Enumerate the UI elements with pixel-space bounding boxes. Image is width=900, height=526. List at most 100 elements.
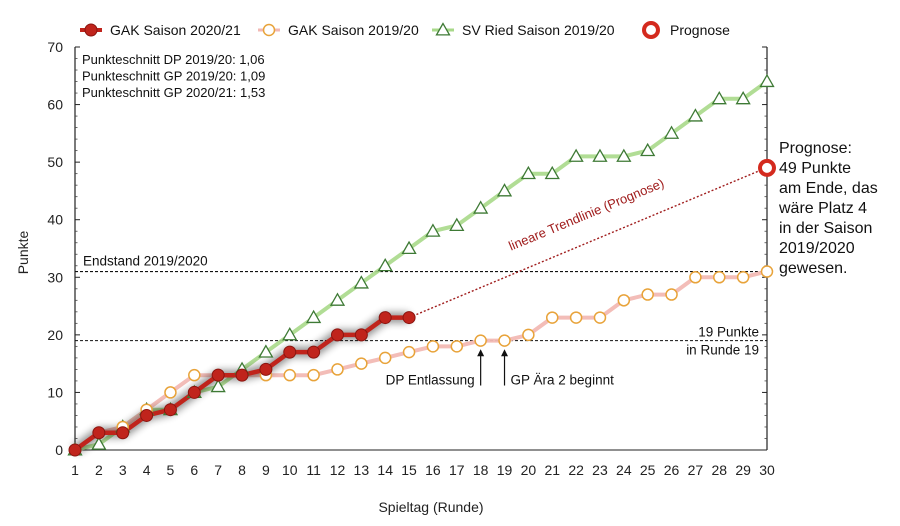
point-gak-2019-20 [689,271,702,284]
point-ried [520,165,536,180]
x-tick-label: 4 [143,462,151,478]
x-tick-label: 17 [449,462,465,478]
x-tick-label: 18 [473,462,489,478]
x-tick-label: 21 [544,462,560,478]
point-gak-2019-20 [498,334,511,347]
legend-swatch-marker [642,21,660,39]
point-ried [568,148,584,162]
x-tick-label: 15 [401,462,417,478]
point-gak-2019-20 [760,265,774,278]
legend-swatch-marker [435,22,451,36]
x-tick-label: 25 [640,462,656,478]
point-ried [544,165,560,180]
point-ried [711,91,727,105]
legend-swatch-marker [262,23,276,37]
x-tick-label: 2 [95,462,103,478]
event-arrow-head [501,349,509,357]
x-tick-label: 12 [330,462,346,478]
event-label-dp: DP Entlassung [386,372,475,387]
x-tick-label: 29 [735,462,751,478]
x-tick-label: 23 [592,462,608,478]
x-tick-label: 22 [568,462,584,478]
point-gak-2019-20 [331,363,344,376]
point-gak-2019-20 [641,288,654,301]
x-tick-label: 27 [688,462,704,478]
x-tick-label: 10 [282,462,298,478]
point-prognose [758,158,776,177]
point-gak-2019-20 [283,368,297,382]
point-ried [353,275,369,289]
point-ried [329,292,346,306]
point-gak-2019-20 [378,351,392,365]
point-gak-2020-21 [92,426,106,440]
legend-swatch-marker [84,23,98,37]
y-tick-label: 20 [47,327,63,343]
stats-line: Punkteschnitt GP 2019/20: 1,09 [82,69,265,84]
point-gak-2020-21 [330,328,344,342]
point-gak-2019-20 [522,328,535,342]
y-tick-label: 30 [47,269,63,285]
point-ried [210,378,226,393]
y-tick-label: 70 [47,39,63,55]
point-gak-2019-20 [665,288,678,301]
point-gak-2019-20 [307,368,320,382]
x-tick-label: 16 [425,462,441,478]
point-ried [425,223,441,237]
legend-label: SV Ried Saison 2019/20 [462,22,615,38]
point-gak-2019-20 [713,271,726,284]
point-ried [306,309,322,324]
point-ried [616,148,632,162]
point-ried [282,327,298,341]
prognosis-note-line: in der Saison [779,220,872,237]
x-tick-label: 24 [616,462,632,478]
x-tick-label: 13 [354,462,370,478]
point-gak-2020-21 [140,408,154,422]
point-ried [401,240,417,255]
legend-label: Prognose [670,22,730,38]
point-ried [687,108,704,122]
point-ried [377,257,393,272]
reference-label-19: 19 Punkte [698,325,759,340]
x-axis-title: Spieltag (Runde) [378,499,483,515]
point-gak-2020-21 [211,368,225,382]
x-tick-label: 1 [71,462,79,478]
point-gak-2019-20 [188,368,201,382]
prognosis-note-line: 49 Punkte [779,160,851,177]
prognosis-note-line: 2019/2020 [779,240,855,257]
point-gak-2019-20 [569,311,583,324]
x-tick-label: 9 [262,462,270,478]
point-ried [473,200,489,214]
point-gak-2020-21 [402,311,416,325]
point-gak-2019-20 [355,357,368,370]
point-gak-2020-21 [283,345,297,359]
x-tick-label: 26 [664,462,680,478]
y-tick-label: 40 [47,212,63,228]
point-gak-2020-21 [116,426,130,440]
point-gak-2019-20 [426,340,440,353]
stats-line: Punkteschnitt DP 2019/20: 1,06 [82,52,265,67]
point-gak-2020-21 [307,345,321,359]
x-tick-label: 30 [759,462,775,478]
x-tick-label: 14 [377,462,393,478]
y-tick-label: 0 [55,442,63,458]
x-tick-label: 20 [521,462,537,478]
trendline-label: lineare Trendlinie (Prognose) [506,175,666,253]
point-gak-2020-21 [235,368,249,382]
point-ried [759,73,775,88]
point-gak-2019-20 [736,271,750,284]
point-gak-2020-21 [354,328,368,342]
point-ried [663,125,680,139]
event-arrow-head [477,349,485,357]
y-tick-label: 50 [47,154,63,170]
x-tick-label: 28 [711,462,727,478]
point-ried [449,217,465,231]
point-gak-2020-21 [68,443,82,457]
point-gak-2020-21 [163,403,177,417]
series-line-gak-2019-20 [73,269,768,452]
reference-label-runde: in Runde 19 [686,343,759,358]
point-gak-2020-21 [378,311,392,325]
point-gak-2019-20 [593,311,607,324]
event-label-gp: GP Ära 2 beginnt [511,372,615,387]
